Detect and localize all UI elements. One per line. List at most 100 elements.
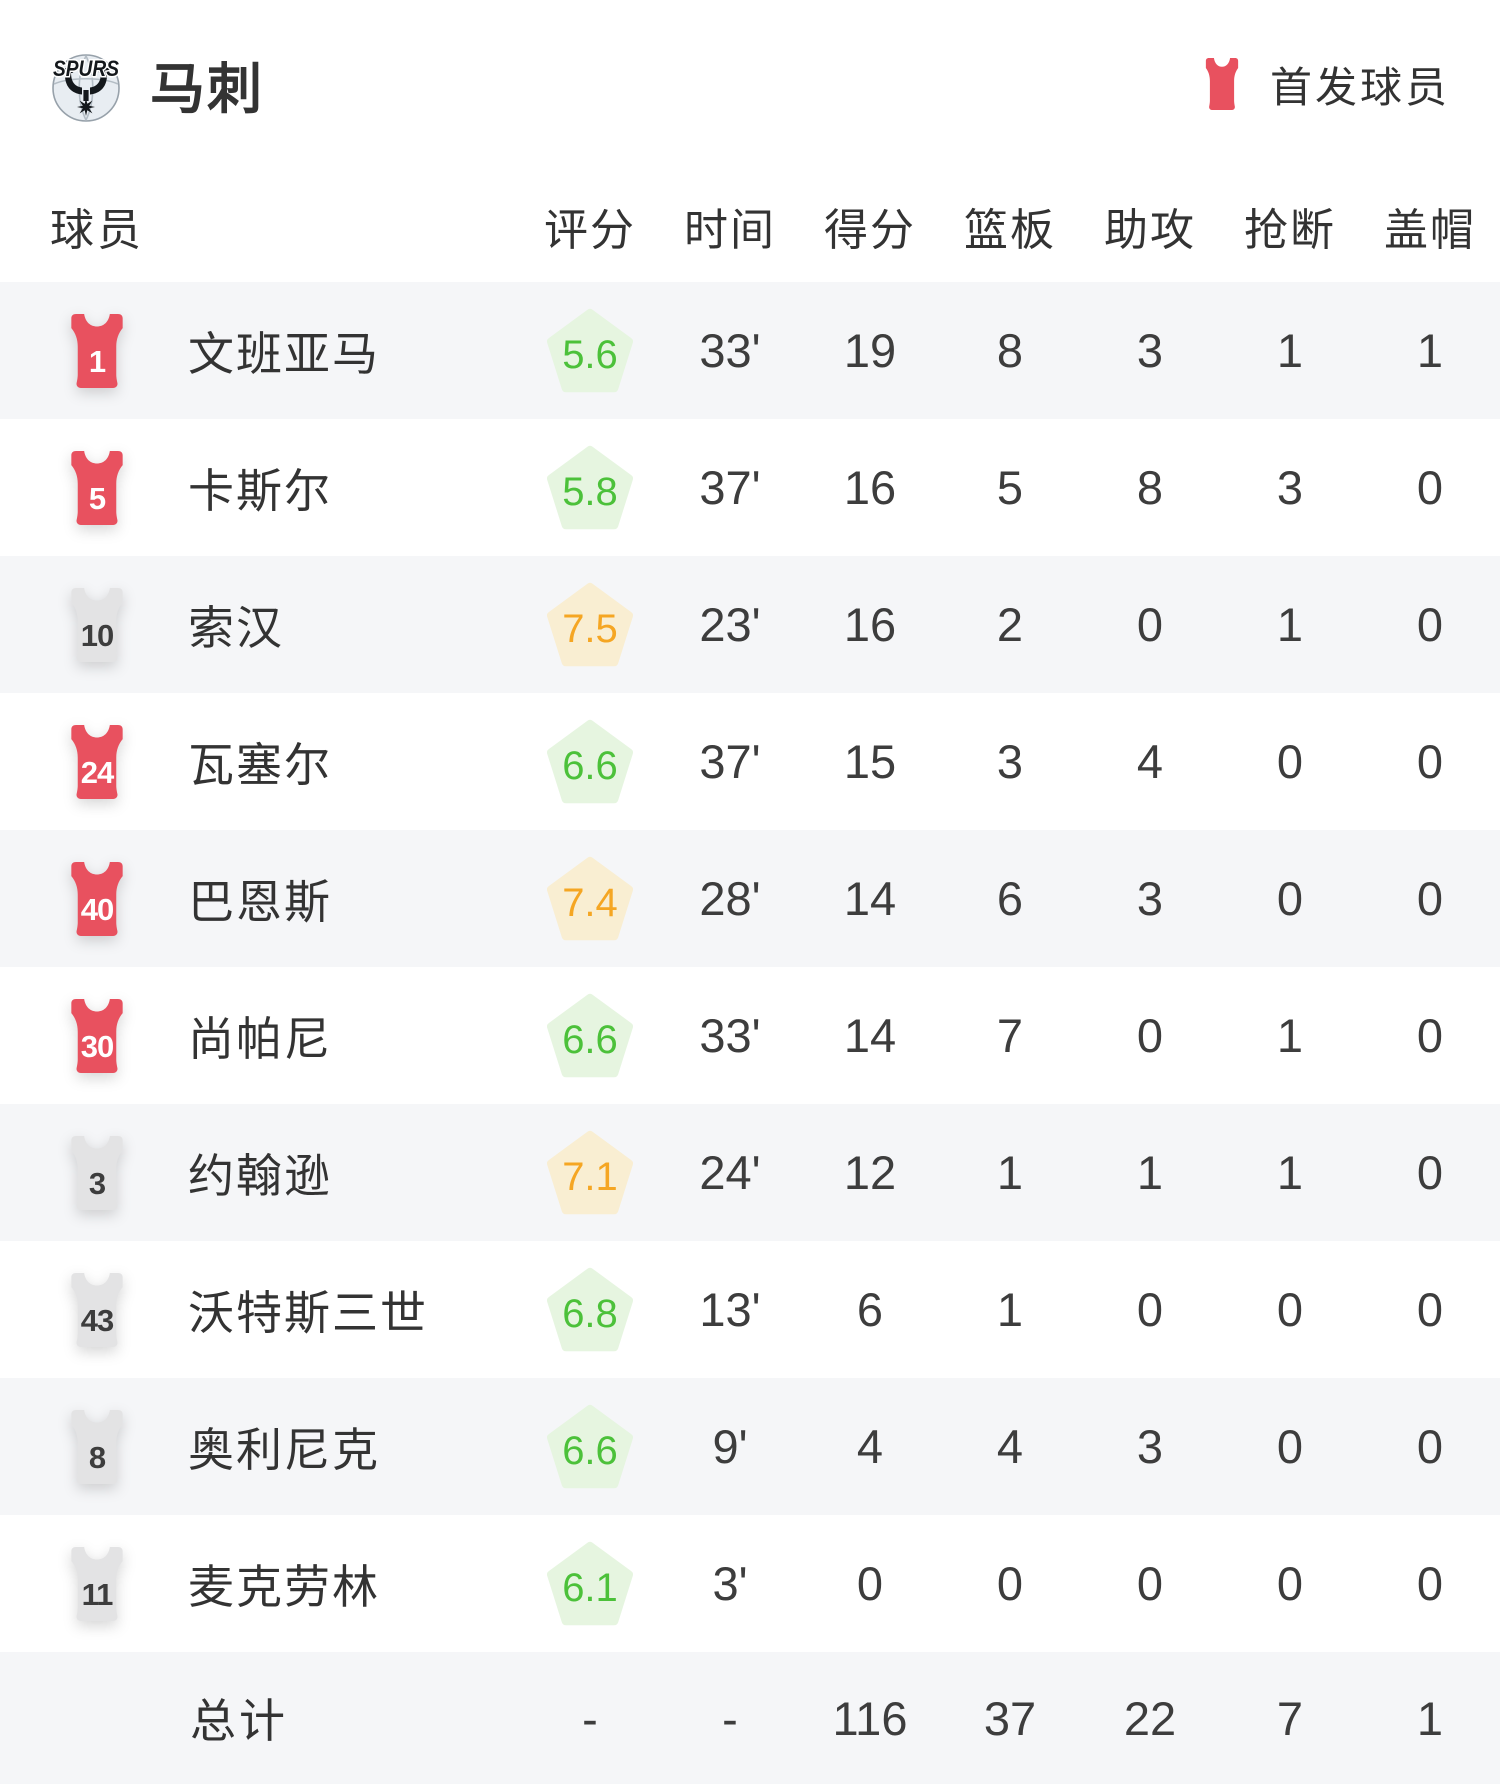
player-name: 约翰逊 [188, 1149, 332, 1202]
rating-value: 5.6 [562, 332, 618, 377]
stat-steals: 1 [1276, 1146, 1304, 1199]
rating-value: 7.1 [562, 1154, 618, 1199]
total-points: 116 [832, 1691, 908, 1745]
stat-rebounds: 3 [996, 735, 1024, 788]
rating-cell: 7.1 [520, 1129, 660, 1217]
stat-blocks: 0 [1416, 1146, 1444, 1199]
stat-assists: 1 [1136, 1146, 1164, 1199]
player-row[interactable]: 30 尚帕尼 6.6 33' 14 7 0 1 0 [0, 967, 1500, 1104]
player-row[interactable]: 1 文班亚马 5.6 33' 19 8 3 1 1 [0, 282, 1500, 419]
total-rating: - [582, 1691, 598, 1745]
stat-time: 23' [699, 598, 761, 651]
stat-time: 33' [699, 324, 761, 377]
stat-points: 19 [843, 324, 897, 377]
stat-assists: 3 [1136, 1420, 1164, 1473]
stat-assists: 3 [1136, 872, 1164, 925]
rating-badge: 5.8 [547, 444, 633, 532]
jersey-icon: 43 [62, 1272, 132, 1347]
stat-time: 37' [699, 461, 761, 514]
stat-blocks: 0 [1416, 872, 1444, 925]
svg-text:SPURS: SPURS [53, 56, 119, 81]
rating-cell: 5.6 [520, 307, 660, 395]
rating-badge: 6.1 [547, 1540, 633, 1628]
jersey-number: 43 [80, 1302, 114, 1338]
stat-time: 3' [712, 1557, 748, 1610]
rating-cell: 6.6 [520, 1403, 660, 1491]
rating-badge: 7.1 [547, 1129, 633, 1217]
rating-cell: 7.5 [520, 581, 660, 669]
player-row[interactable]: 24 瓦塞尔 6.6 37' 15 3 4 0 0 [0, 693, 1500, 830]
team-name: 马刺 [150, 58, 265, 120]
jersey-icon: 40 [62, 861, 132, 936]
stat-points: 15 [843, 735, 897, 788]
player-row[interactable]: 40 巴恩斯 7.4 28' 14 6 3 0 0 [0, 830, 1500, 967]
stat-steals: 0 [1276, 735, 1304, 788]
rating-badge: 5.6 [547, 307, 633, 395]
player-row[interactable]: 43 沃特斯三世 6.8 13' 6 1 0 0 0 [0, 1241, 1500, 1378]
column-assists: 助攻 [1104, 206, 1196, 255]
column-blocks: 盖帽 [1384, 206, 1476, 255]
jersey-icon: 3 [62, 1135, 132, 1210]
stat-steals: 1 [1276, 324, 1304, 377]
player-name: 索汉 [188, 601, 284, 654]
stat-rebounds: 1 [996, 1146, 1024, 1199]
stat-steals: 0 [1276, 1283, 1304, 1336]
player-cell: 3 约翰逊 [50, 1135, 520, 1210]
stat-assists: 0 [1136, 1009, 1164, 1062]
player-row[interactable]: 5 卡斯尔 5.8 37' 16 5 8 3 0 [0, 419, 1500, 556]
stat-points: 4 [856, 1420, 884, 1473]
total-blocks: 1 [1416, 1691, 1444, 1745]
player-cell: 30 尚帕尼 [50, 998, 520, 1073]
stat-assists: 3 [1136, 324, 1164, 377]
stat-points: 6 [856, 1283, 884, 1336]
stat-points: 0 [856, 1557, 884, 1610]
player-rows: 1 文班亚马 5.6 33' 19 8 3 1 1 5 [0, 282, 1500, 1652]
jersey-number: 3 [88, 1165, 106, 1201]
spurs-logo-icon: SPURS [52, 54, 121, 122]
stat-points: 14 [843, 872, 897, 925]
stat-blocks: 0 [1416, 598, 1444, 651]
rating-cell: 6.6 [520, 992, 660, 1080]
starter-legend: 首发球员 [1200, 54, 1450, 115]
rating-value: 6.6 [562, 743, 618, 788]
jersey-number: 40 [80, 891, 114, 927]
player-name: 卡斯尔 [188, 464, 332, 517]
stat-time: 28' [699, 872, 761, 925]
total-steals: 7 [1276, 1691, 1304, 1745]
jersey-number: 8 [88, 1439, 106, 1475]
total-assists: 22 [1123, 1691, 1177, 1745]
rating-value: 6.6 [562, 1428, 618, 1473]
stat-assists: 4 [1136, 735, 1164, 788]
rating-badge: 6.6 [547, 1403, 633, 1491]
stat-assists: 0 [1136, 1283, 1164, 1336]
stat-rebounds: 4 [996, 1420, 1024, 1473]
total-time: - [722, 1691, 738, 1745]
stat-steals: 3 [1276, 461, 1304, 514]
player-cell: 5 卡斯尔 [50, 450, 520, 525]
player-name: 尚帕尼 [188, 1012, 332, 1065]
jersey-number: 1 [88, 343, 106, 379]
stat-steals: 0 [1276, 1420, 1304, 1473]
stat-steals: 1 [1276, 598, 1304, 651]
total-row: 总计 - - 116 37 22 7 1 [0, 1652, 1500, 1784]
player-row[interactable]: 10 索汉 7.5 23' 16 2 0 1 0 [0, 556, 1500, 693]
player-name: 奥利尼克 [188, 1423, 380, 1476]
rating-badge: 6.6 [547, 992, 633, 1080]
stat-points: 16 [843, 461, 897, 514]
stat-points: 14 [843, 1009, 897, 1062]
rating-value: 7.5 [562, 606, 618, 651]
stat-assists: 0 [1136, 1557, 1164, 1610]
column-rebounds: 篮板 [964, 206, 1056, 255]
player-row[interactable]: 8 奥利尼克 6.6 9' 4 4 3 0 0 [0, 1378, 1500, 1515]
column-steals: 抢断 [1244, 206, 1336, 255]
player-row[interactable]: 11 麦克劳林 6.1 3' 0 0 0 0 0 [0, 1515, 1500, 1652]
jersey-icon: 10 [62, 587, 132, 662]
jersey-number: 10 [80, 617, 114, 653]
player-row[interactable]: 3 约翰逊 7.1 24' 12 1 1 1 0 [0, 1104, 1500, 1241]
jersey-icon: 24 [62, 724, 132, 799]
stat-rebounds: 1 [996, 1283, 1024, 1336]
player-cell: 10 索汉 [50, 587, 520, 662]
player-cell: 43 沃特斯三世 [50, 1272, 520, 1347]
stat-rebounds: 6 [996, 872, 1024, 925]
jersey-icon: 11 [62, 1546, 132, 1621]
